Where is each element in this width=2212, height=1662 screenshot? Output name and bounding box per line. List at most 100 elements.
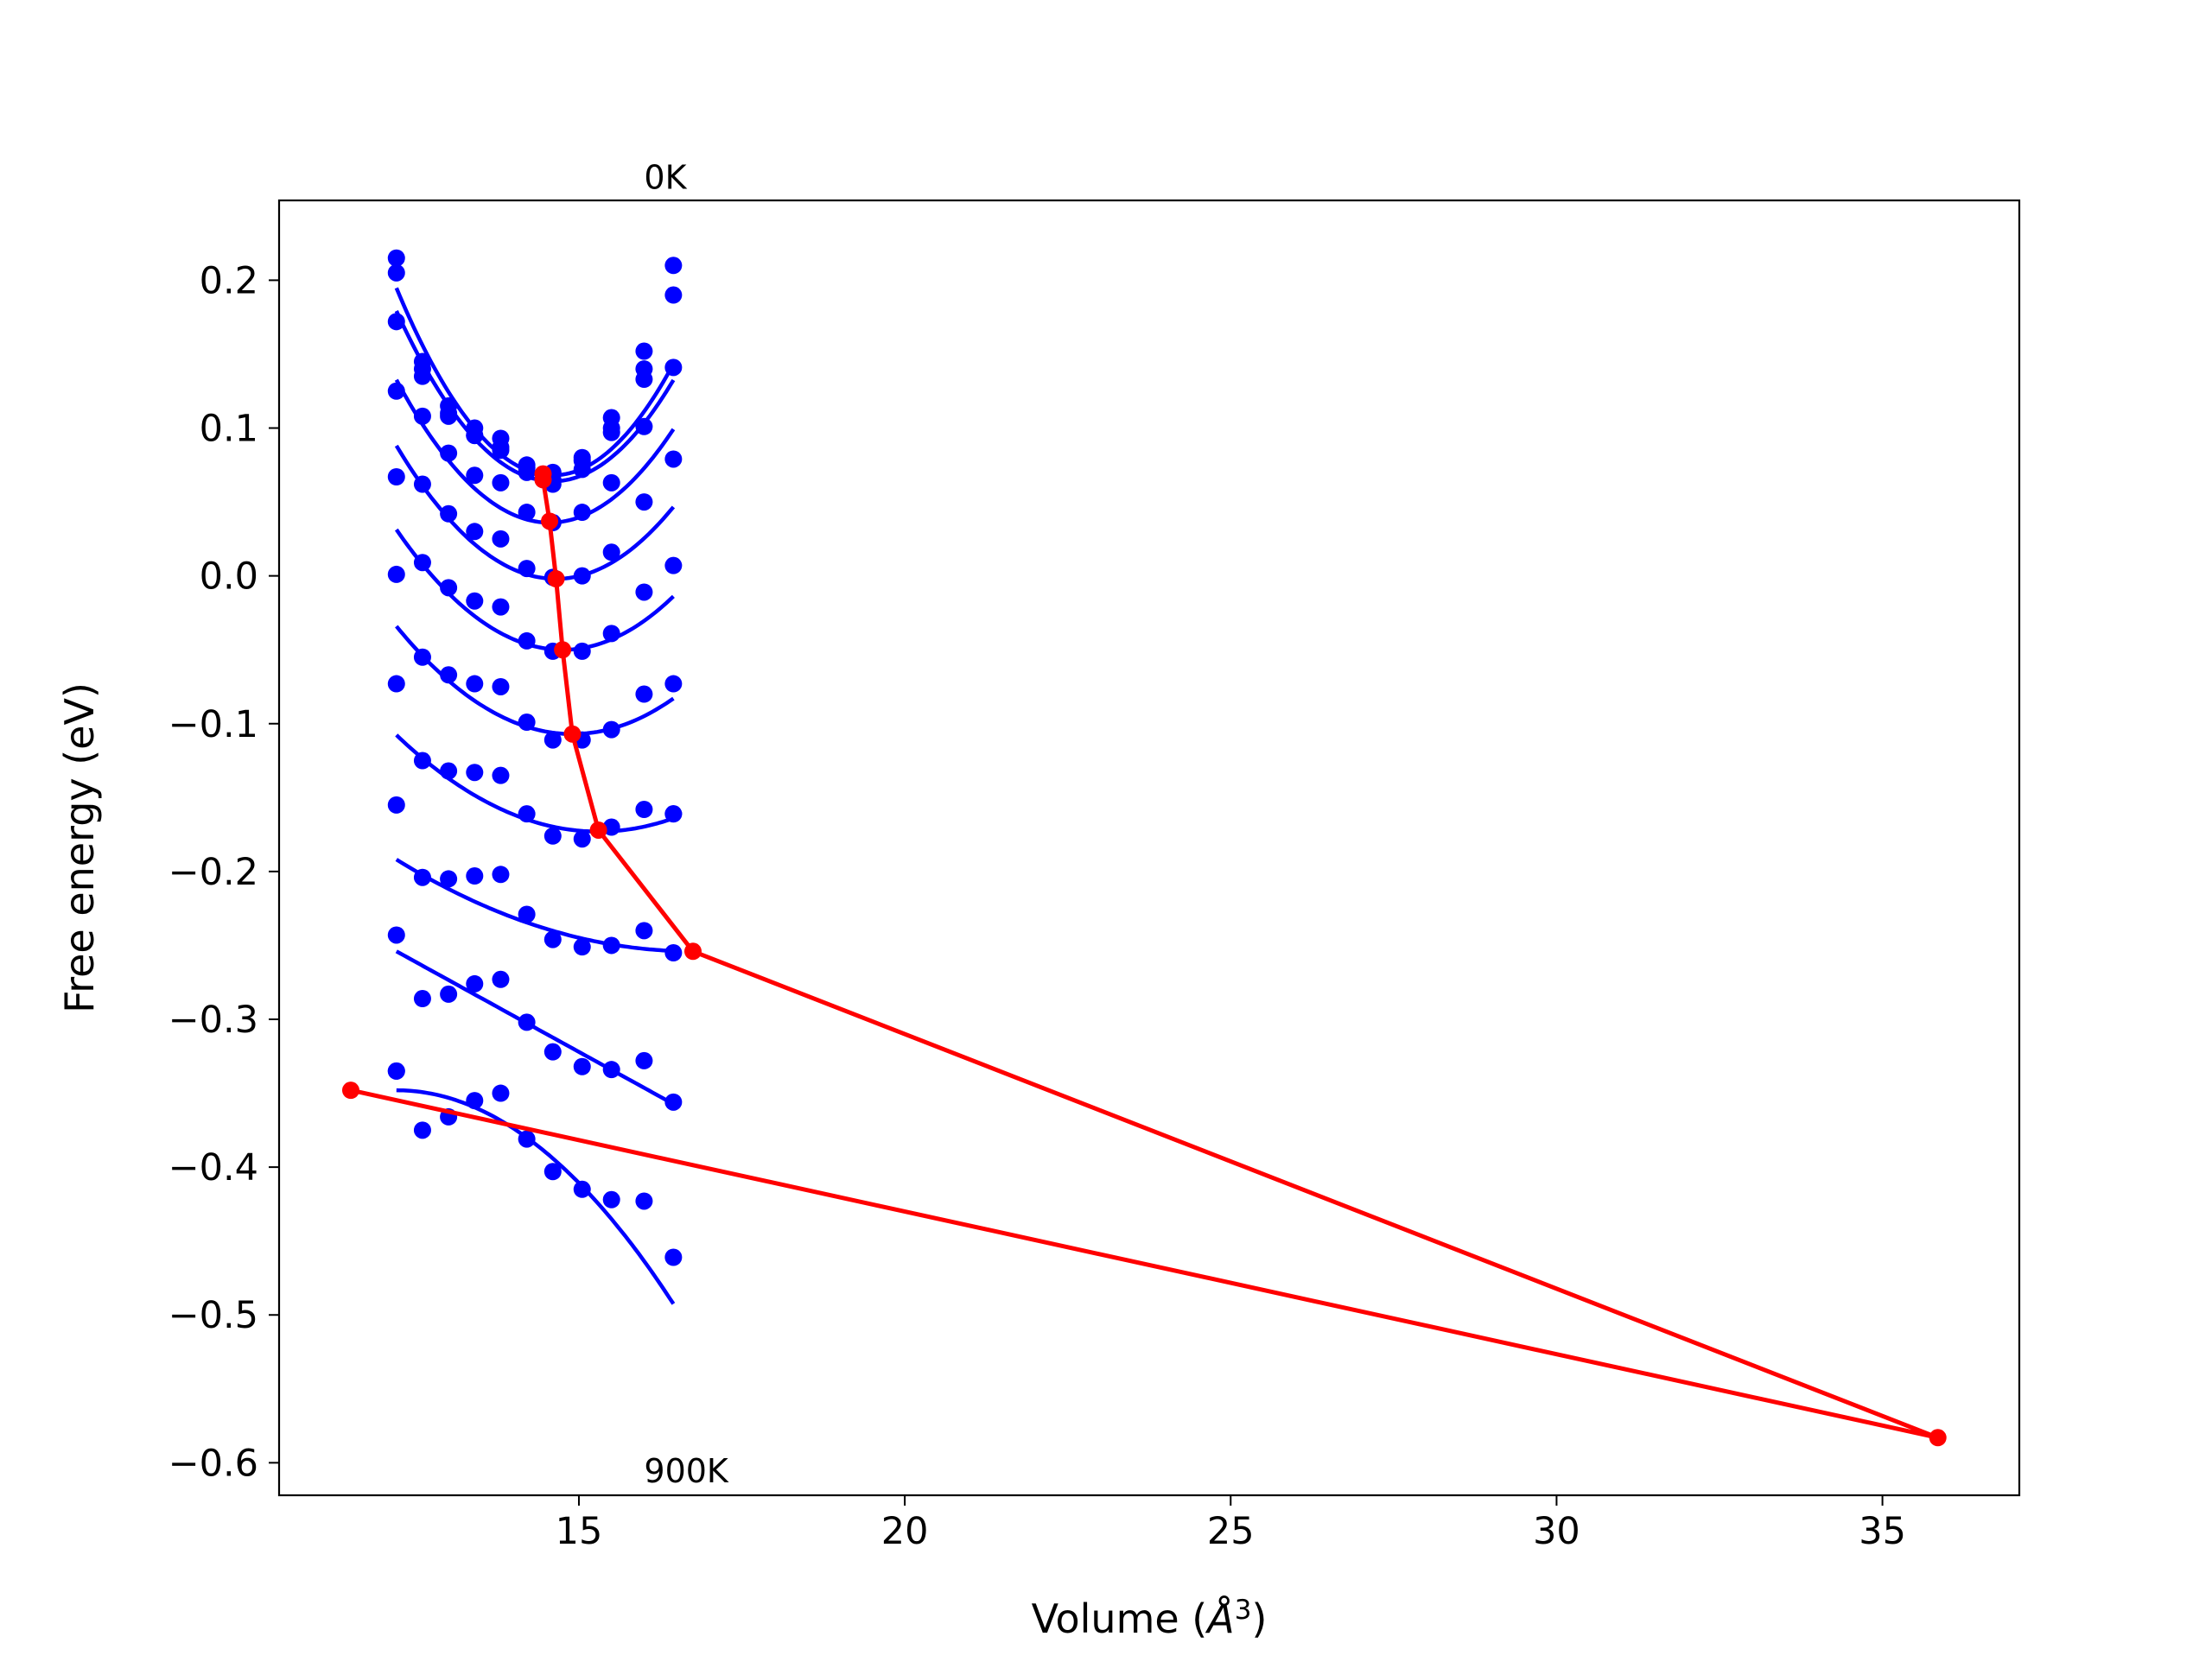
y-axis-label: Free energy (eV) [56,682,103,1013]
temperature-annotation-0: 0K [644,159,687,197]
isotherm-point-4-4 [492,530,510,548]
isotherm-point-4-0 [387,467,405,485]
isotherm-point-5-3 [466,592,484,610]
isotherm-point-6-6 [543,731,562,749]
isotherm-point-7-9 [635,801,653,819]
isotherm-point-9-8 [602,1061,620,1079]
x-axis-label: Volume (Å3) [1032,1595,1268,1642]
y-axis-ticks: 0.2 0.1 0.0 −0.1 −0.2 −0.3 −0.4 −0.5 −0.6 [168,259,279,1485]
isotherm-point-6-9 [635,685,653,703]
annotations: 0K 900K [644,159,729,1490]
isotherm-point-5-4 [492,598,510,616]
isotherm-point-0-10 [664,257,683,275]
isotherm-point-3-2 [440,444,458,462]
isotherm-point-7-4 [492,766,510,784]
equilibrium-point-5 [563,725,582,743]
x-tick-label: 15 [556,1510,603,1553]
isotherm-point-8-6 [543,930,562,948]
equilibrium-point-8 [1929,1429,1947,1447]
isotherm-point-9-2 [440,985,458,1003]
isotherm-point-4-9 [635,493,653,511]
isotherm-point-6-3 [466,675,484,693]
isotherm-point-2-8 [602,423,620,441]
isotherm-point-5-2 [440,579,458,597]
isotherm-point-4-5 [518,560,536,578]
isotherm-point-9-9 [635,1051,653,1069]
isotherm-point-3-4 [492,473,510,492]
isotherm-fit-2 [394,378,676,525]
isotherm-point-7-10 [664,805,683,823]
isotherm-point-8-5 [518,905,536,923]
isotherm-point-3-10 [664,450,683,468]
isotherm-point-5-10 [664,675,683,693]
isotherm-point-3-5 [518,504,536,522]
isotherm-point-6-0 [387,675,405,693]
isotherm-point-2-3 [466,427,484,445]
y-tick-label: 0.2 [200,259,258,302]
isotherm-point-10-3 [466,1092,484,1110]
isotherm-fit-6 [395,733,675,834]
isotherm-fit-9 [396,1088,676,1305]
isotherm-point-10-7 [573,1180,591,1198]
isotherm-point-6-2 [440,666,458,684]
isotherm-fit-1 [394,310,676,484]
isotherm-point-3-8 [602,473,620,492]
isotherm-point-3-1 [413,407,431,425]
isotherm-point-2-1 [413,367,431,385]
isotherm-point-8-3 [466,867,484,885]
isotherm-point-10-1 [413,1121,431,1139]
y-tick-label: −0.4 [168,1146,258,1189]
isotherm-point-3-3 [466,466,484,485]
isotherm-point-2-10 [664,358,683,377]
plot-frame [277,199,2021,1497]
isotherm-point-7-5 [518,805,536,823]
isotherm-point-9-10 [664,1093,683,1111]
equilibrium-point-4 [554,641,572,659]
isotherm-point-10-6 [543,1163,562,1181]
x-tick-label: 20 [881,1510,929,1553]
isotherm-point-9-5 [518,1013,536,1031]
y-tick-label: 0.0 [200,555,258,599]
equilibrium-point-2 [541,512,559,530]
isotherm-point-5-1 [413,554,431,572]
isotherm-point-10-9 [635,1192,653,1210]
isotherm-point-3-7 [573,504,591,522]
isotherm-point-0-9 [635,342,653,360]
isotherm-point-9-7 [573,1057,591,1075]
isotherm-point-10-10 [664,1248,683,1266]
isotherm-point-8-1 [413,868,431,886]
y-tick-label: −0.6 [168,1442,258,1485]
isotherm-point-6-5 [518,714,536,732]
equilibrium-curve [341,465,1947,1447]
x-axis-ticks: 15 20 25 30 35 [556,1495,1906,1553]
isotherm-point-8-10 [664,943,683,961]
isotherm-point-10-8 [602,1190,620,1208]
x-tick-label: 30 [1533,1510,1580,1553]
isotherm-point-7-7 [573,830,591,848]
isotherm-point-7-8 [602,818,620,836]
isotherm-point-6-8 [602,720,620,739]
isotherm-point-8-2 [440,870,458,888]
isotherm-point-4-10 [664,556,683,574]
isotherm-point-2-7 [573,460,591,479]
isotherm-point-5-5 [518,631,536,650]
y-tick-label: −0.5 [168,1294,258,1337]
y-tick-label: −0.1 [168,703,258,746]
equilibrium-point-9 [341,1082,359,1100]
x-tick-label: 35 [1859,1510,1906,1553]
isotherm-point-5-8 [602,625,620,643]
isotherm-fit-7 [395,858,674,954]
isotherm-point-2-2 [440,407,458,425]
temperature-annotation-1: 900K [644,1452,729,1490]
isotherm-point-9-1 [413,990,431,1008]
isotherm-data-points [387,249,683,1266]
isotherm-point-1-10 [664,286,683,304]
isotherm-point-2-0 [387,313,405,331]
isotherm-point-5-9 [635,583,653,601]
isotherm-point-4-8 [602,543,620,561]
isotherm-point-7-0 [387,796,405,814]
isotherm-point-2-4 [492,441,510,460]
isotherm-point-5-0 [387,565,405,583]
